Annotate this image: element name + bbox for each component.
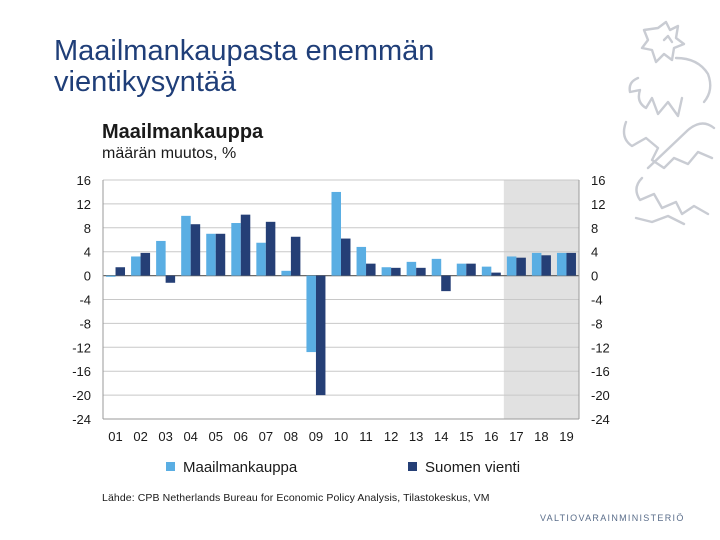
chart-title: Maailmankauppa — [102, 121, 264, 143]
x-tick-label: 15 — [459, 429, 473, 444]
y-tick-label-right: -24 — [591, 412, 610, 427]
bar-world-trade — [156, 240, 166, 276]
bar-finland-exports — [265, 221, 276, 276]
x-tick-label: 04 — [183, 429, 197, 444]
y-tick-label-right: 0 — [591, 269, 598, 284]
x-tick-label: 07 — [259, 429, 273, 444]
lion-emblem-icon — [622, 20, 716, 226]
bar-finland-exports — [215, 233, 226, 276]
y-tick-label-right: -4 — [591, 293, 603, 308]
bar-finland-exports — [416, 267, 426, 276]
bar-world-trade — [206, 233, 216, 276]
x-tick-label: 13 — [409, 429, 423, 444]
bar-world-trade — [181, 215, 191, 276]
y-tick-label-right: 16 — [591, 173, 605, 188]
bar-finland-exports — [441, 275, 451, 292]
y-tick-label-left: 4 — [84, 245, 91, 260]
y-tick-label-left: 12 — [77, 197, 91, 212]
bar-world-trade — [506, 256, 517, 276]
y-tick-label-left: 0 — [84, 269, 91, 284]
bar-finland-exports — [341, 238, 351, 276]
bar-finland-exports — [290, 236, 301, 276]
source-note: Lähde: CPB Netherlands Bureau for Econom… — [102, 492, 490, 504]
bar-world-trade — [281, 270, 291, 276]
bar-finland-exports — [541, 255, 551, 276]
bar-world-trade — [106, 275, 116, 277]
bar-finland-exports — [391, 267, 401, 276]
legend-swatch-finland-exports — [408, 462, 417, 471]
x-tick-label: 06 — [234, 429, 248, 444]
legend-label-finland-exports: Suomen vienti — [425, 459, 521, 476]
bar-world-trade — [381, 267, 392, 276]
bar-world-trade — [356, 246, 367, 276]
bar-finland-exports — [516, 257, 526, 276]
y-tick-label-left: 8 — [84, 221, 91, 236]
y-tick-label-left: -4 — [79, 293, 91, 308]
bar-finland-exports — [315, 275, 326, 396]
bar-finland-exports — [140, 252, 151, 276]
slide-title-line1: Maailmankaupasta enemmän — [54, 35, 435, 67]
legend-item-world-trade: Maailmankauppa — [166, 459, 297, 476]
y-tick-label-left: -20 — [72, 388, 91, 403]
y-tick-label-left: -8 — [79, 316, 91, 331]
y-tick-label-right: 8 — [591, 221, 598, 236]
chart-subtitle: määrän muutos, % — [102, 145, 237, 162]
y-tick-label-left: -16 — [72, 364, 91, 379]
bar-world-trade — [131, 256, 141, 276]
x-tick-label: 03 — [158, 429, 172, 444]
bar-world-trade — [331, 191, 341, 276]
y-tick-label-right: 4 — [591, 245, 598, 260]
y-tick-label-right: 12 — [591, 197, 605, 212]
x-tick-label: 09 — [309, 429, 323, 444]
bar-world-trade — [406, 261, 417, 276]
y-tick-label-left: -12 — [72, 340, 91, 355]
y-tick-label-right: -16 — [591, 364, 610, 379]
bar-world-trade — [431, 258, 442, 276]
bar-world-trade — [306, 275, 316, 353]
bar-finland-exports — [366, 263, 376, 276]
bar-finland-exports — [566, 252, 576, 276]
bar-world-trade — [481, 266, 492, 276]
bar-world-trade — [556, 252, 567, 276]
bar-finland-exports — [190, 224, 201, 276]
y-tick-label-right: -12 — [591, 340, 610, 355]
x-tick-label: 02 — [133, 429, 147, 444]
x-tick-label: 08 — [284, 429, 298, 444]
x-tick-label: 17 — [509, 429, 523, 444]
y-tick-label-left: 16 — [77, 173, 91, 188]
x-tick-label: 12 — [384, 429, 398, 444]
x-tick-label: 10 — [334, 429, 348, 444]
y-tick-label-right: -8 — [591, 316, 603, 331]
bar-finland-exports — [240, 214, 251, 276]
bar-finland-exports — [115, 267, 126, 276]
bar-finland-exports — [466, 263, 476, 276]
bar-world-trade — [531, 252, 542, 276]
x-tick-label: 01 — [108, 429, 122, 444]
bar-world-trade — [456, 263, 467, 276]
bar-finland-exports — [165, 275, 176, 283]
x-tick-label: 16 — [484, 429, 498, 444]
x-tick-label: 11 — [359, 429, 373, 444]
x-tick-label: 05 — [209, 429, 223, 444]
y-tick-label-right: -20 — [591, 388, 610, 403]
x-tick-label: 19 — [559, 429, 573, 444]
ministry-logo: VALTIOVARAINMINISTERIÖ — [540, 513, 685, 523]
bar-world-trade — [231, 223, 241, 276]
bar-world-trade — [256, 242, 266, 276]
y-tick-label-left: -24 — [72, 412, 91, 427]
slide-title: Maailmankaupasta enemmän vientikysyntää — [54, 36, 574, 98]
slide-title-line2: vientikysyntää — [54, 66, 237, 98]
bar-finland-exports — [491, 272, 501, 276]
legend-label-world-trade: Maailmankauppa — [183, 459, 298, 476]
legend-item-finland-exports: Suomen vienti — [408, 459, 520, 476]
x-tick-label: 18 — [534, 429, 548, 444]
x-tick-label: 14 — [434, 429, 448, 444]
legend-swatch-world-trade — [166, 462, 175, 471]
